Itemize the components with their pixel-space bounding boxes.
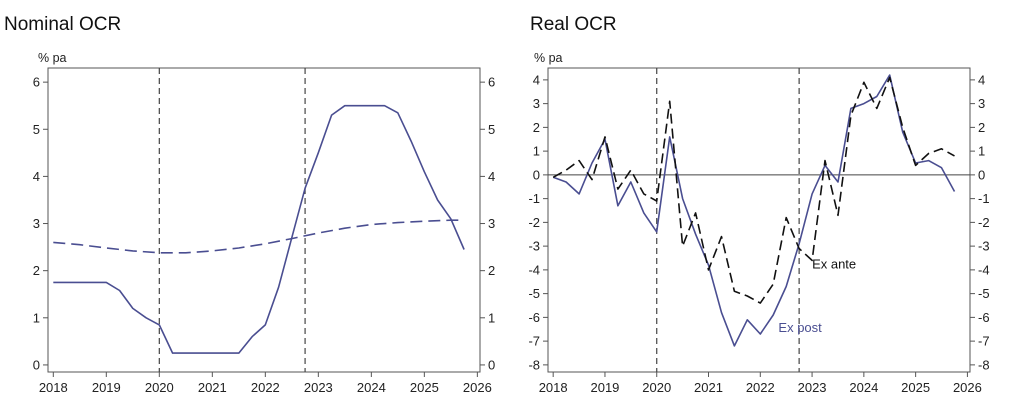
nominal-y-tick-label-right: 4 bbox=[488, 169, 495, 184]
real-y-tick-label-left: -7 bbox=[528, 334, 540, 349]
nominal-y-tick-label-left: 0 bbox=[33, 357, 40, 372]
real-y-tick-label-left: -2 bbox=[528, 215, 540, 230]
real-y-tick-label-right: 2 bbox=[978, 120, 985, 135]
nominal-ocr-title: Nominal OCR bbox=[4, 14, 122, 35]
real-ocr-title: Real OCR bbox=[530, 14, 617, 35]
nominal-y-tick-label-left: 2 bbox=[33, 263, 40, 278]
real-y-tick-label-left: -3 bbox=[528, 239, 540, 254]
real-y-tick-label-right: -1 bbox=[978, 191, 990, 206]
real-y-tick-label-left: 1 bbox=[533, 144, 540, 159]
nominal-y-tick-label-left: 3 bbox=[33, 216, 40, 231]
real-y-tick-label-left: 4 bbox=[533, 72, 540, 87]
real-y-tick-label-left: 3 bbox=[533, 96, 540, 111]
real-unit-label: % pa bbox=[534, 51, 563, 65]
real-x-tick-label: 2018 bbox=[539, 380, 568, 395]
nominal-y-tick-label-right: 6 bbox=[488, 75, 495, 90]
nominal-series-solid-line bbox=[53, 104, 465, 354]
real-x-tick-label: 2022 bbox=[746, 380, 775, 395]
real-y-tick-label-left: 0 bbox=[533, 167, 540, 182]
real-plot-frame bbox=[547, 67, 971, 373]
nominal-x-tick-label: 2023 bbox=[304, 380, 333, 395]
real-y-tick-label-left: -1 bbox=[528, 191, 540, 206]
real-y-tick-label-right: 4 bbox=[978, 72, 985, 87]
real-x-tick-label: 2020 bbox=[642, 380, 671, 395]
real-y-tick-label-right: -2 bbox=[978, 215, 990, 230]
real-y-tick-label-right: -7 bbox=[978, 334, 990, 349]
nominal-y-tick-label-left: 5 bbox=[33, 122, 40, 137]
real-y-tick-label-left: 2 bbox=[533, 120, 540, 135]
nominal-series-dashed-line bbox=[53, 219, 465, 254]
nominal-x-tick-label: 2025 bbox=[410, 380, 439, 395]
real-series-ex-post bbox=[552, 74, 956, 347]
nominal-y-tick-label-right: 1 bbox=[488, 310, 495, 325]
nominal-x-tick-label: 2018 bbox=[39, 380, 68, 395]
real-x-tick-label: 2025 bbox=[901, 380, 930, 395]
nominal-x-tick-label: 2026 bbox=[463, 380, 492, 395]
nominal-x-tick-label: 2022 bbox=[251, 380, 280, 395]
nominal-y-tick-label-right: 2 bbox=[488, 263, 495, 278]
real-y-tick-label-right: 3 bbox=[978, 96, 985, 111]
real-y-tick-label-left: -5 bbox=[528, 286, 540, 301]
nominal-y-tick-label-left: 4 bbox=[33, 169, 40, 184]
real-x-tick-label: 2021 bbox=[694, 380, 723, 395]
nominal-y-tick-label-left: 1 bbox=[33, 310, 40, 325]
real-y-tick-label-right: -6 bbox=[978, 310, 990, 325]
real-annotation-ex-ante: Ex ante bbox=[812, 256, 856, 271]
real-x-tick-label: 2024 bbox=[849, 380, 878, 395]
real-annotation-ex-post: Ex post bbox=[778, 320, 822, 335]
real-x-tick-label: 2023 bbox=[798, 380, 827, 395]
nominal-unit-label: % pa bbox=[38, 51, 67, 65]
nominal-x-tick-label: 2019 bbox=[92, 380, 121, 395]
nominal-x-tick-label: 2024 bbox=[357, 380, 386, 395]
nominal-y-tick-label-right: 3 bbox=[488, 216, 495, 231]
nominal-y-tick-label-right: 5 bbox=[488, 122, 495, 137]
real-x-tick-label: 2026 bbox=[953, 380, 982, 395]
real-y-tick-label-left: -4 bbox=[528, 262, 540, 277]
real-series-ex-ante bbox=[552, 76, 955, 304]
real-y-tick-label-right: -5 bbox=[978, 286, 990, 301]
real-x-tick-label: 2019 bbox=[590, 380, 619, 395]
real-y-tick-label-right: 1 bbox=[978, 144, 985, 159]
nominal-y-tick-label-left: 6 bbox=[33, 75, 40, 90]
real-y-tick-label-right: -3 bbox=[978, 239, 990, 254]
real-y-tick-label-right: 0 bbox=[978, 167, 985, 182]
real-y-tick-label-right: -8 bbox=[978, 357, 990, 372]
real-y-tick-label-left: -8 bbox=[528, 357, 540, 372]
nominal-x-tick-label: 2021 bbox=[198, 380, 227, 395]
nominal-plot-frame bbox=[47, 67, 481, 373]
real-y-tick-label-left: -6 bbox=[528, 310, 540, 325]
nominal-y-tick-label-right: 0 bbox=[488, 357, 495, 372]
nominal-x-tick-label: 2020 bbox=[145, 380, 174, 395]
real-y-tick-label-right: -4 bbox=[978, 262, 990, 277]
